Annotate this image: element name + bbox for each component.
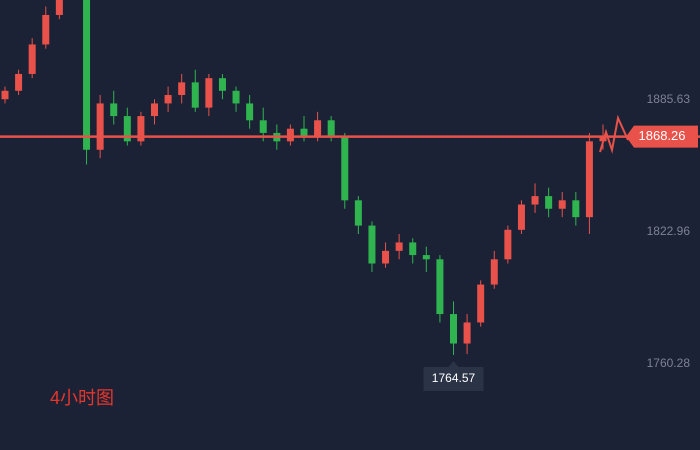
candle-body bbox=[545, 196, 553, 209]
candle-body bbox=[232, 90, 240, 104]
candle-body bbox=[123, 116, 131, 142]
candle-body bbox=[368, 225, 376, 264]
candle-body bbox=[477, 284, 485, 323]
candle-body bbox=[42, 14, 50, 45]
candle-body bbox=[450, 314, 457, 344]
candle-body bbox=[110, 103, 118, 117]
candle-body bbox=[585, 141, 593, 218]
candle-body bbox=[463, 322, 471, 344]
candle-body bbox=[218, 78, 226, 91]
y-tick-label: 1822.96 bbox=[647, 224, 691, 238]
candle-body bbox=[1, 90, 9, 100]
candle-body bbox=[28, 44, 36, 74]
candle-body bbox=[341, 137, 349, 201]
candle-body bbox=[490, 259, 498, 285]
candle-body bbox=[327, 120, 335, 138]
candle-body bbox=[504, 229, 512, 260]
candle-body bbox=[314, 120, 322, 138]
candle-body bbox=[422, 255, 430, 260]
candle-body bbox=[517, 204, 525, 230]
low-tag bbox=[423, 360, 484, 391]
candle-body bbox=[572, 200, 580, 218]
candle-body bbox=[300, 128, 308, 138]
arrow-decoration bbox=[599, 114, 629, 154]
candle-body bbox=[191, 82, 199, 108]
candle-body bbox=[409, 242, 417, 256]
candle-body bbox=[531, 196, 539, 205]
y-tick-label: 1885.63 bbox=[647, 92, 691, 106]
candle-body bbox=[436, 259, 444, 315]
candle-body bbox=[178, 82, 186, 96]
candle-body bbox=[354, 200, 362, 226]
candle-body bbox=[83, 0, 91, 150]
candle-body bbox=[15, 73, 23, 91]
price-tag bbox=[626, 125, 698, 148]
candle-body bbox=[164, 95, 172, 104]
candle-body bbox=[205, 78, 213, 108]
candle-body bbox=[151, 103, 158, 117]
candle-body bbox=[137, 116, 145, 142]
candle-body bbox=[246, 103, 254, 121]
candle-body bbox=[96, 103, 104, 150]
low-label: 1764.57 bbox=[432, 371, 476, 385]
candle-body bbox=[558, 200, 566, 209]
current-price-label: 1868.26 bbox=[639, 128, 686, 143]
candle-body bbox=[286, 128, 294, 142]
candles bbox=[1, 0, 607, 355]
period-label: 4小时图 bbox=[50, 388, 114, 408]
candle-body bbox=[395, 242, 403, 251]
candle-body bbox=[382, 250, 390, 264]
candle-body bbox=[259, 120, 267, 133]
y-tick-label: 1760.28 bbox=[647, 356, 691, 370]
candle-body bbox=[55, 0, 63, 15]
